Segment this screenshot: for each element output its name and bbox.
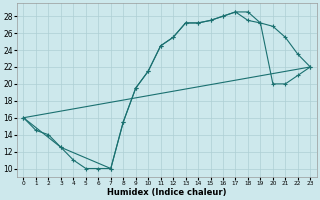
X-axis label: Humidex (Indice chaleur): Humidex (Indice chaleur)	[107, 188, 227, 197]
